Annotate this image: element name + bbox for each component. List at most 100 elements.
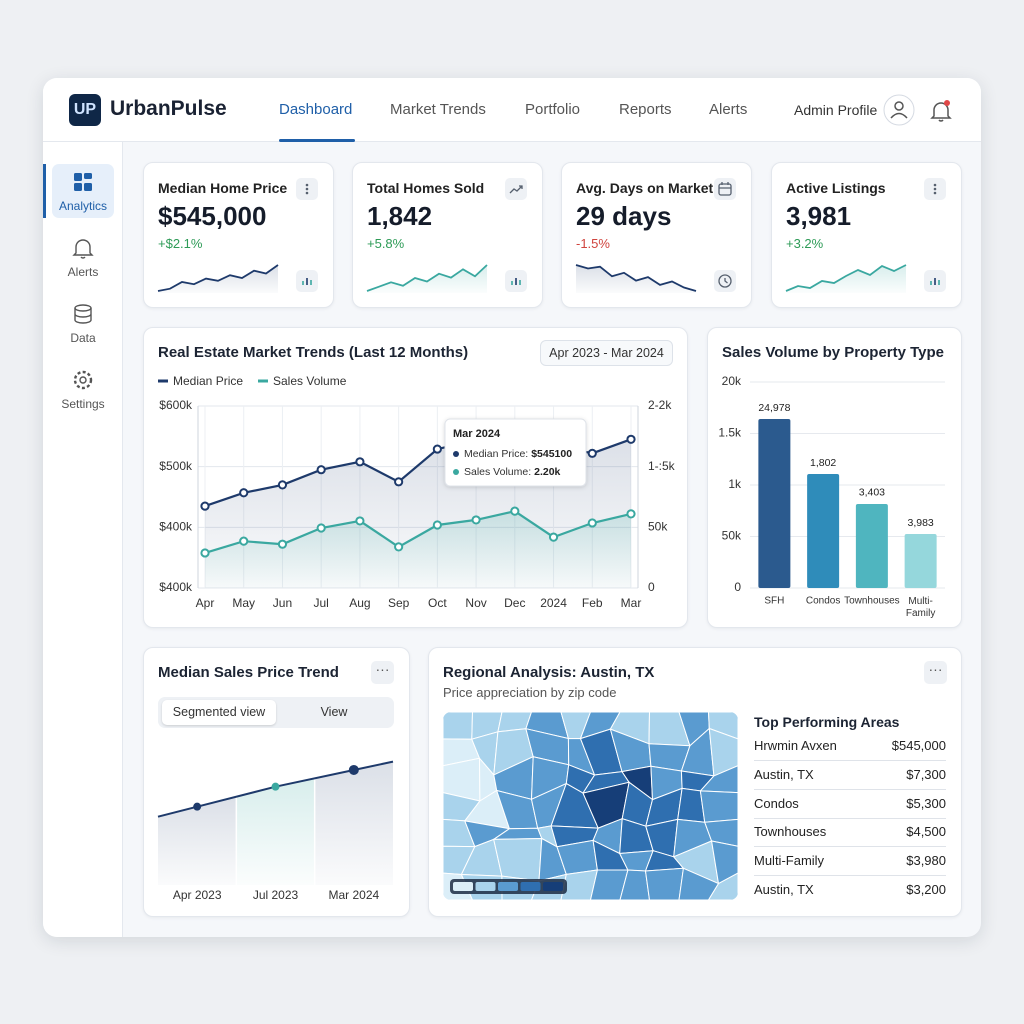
sidebar-icon	[72, 239, 94, 259]
line-extension	[157, 805, 198, 818]
y-tick-label: 1.5k	[718, 426, 742, 440]
x-tick-label: May	[232, 596, 255, 610]
menu-button[interactable]: ···	[924, 661, 947, 684]
y2-tick-label: 50k	[648, 520, 668, 534]
y-tick-label: 0	[734, 580, 741, 594]
data-point	[432, 444, 442, 454]
tooltip-title: Mar 2024	[453, 428, 501, 440]
data-point	[587, 518, 597, 528]
y-tick-label: $500k	[159, 459, 193, 473]
sidebar-label[interactable]: Settings	[61, 397, 105, 411]
table-separator	[754, 846, 946, 848]
x-tick-label: SFH	[764, 596, 784, 607]
line-extension	[353, 760, 394, 771]
map-legend-swatch	[453, 882, 473, 891]
notification-dot	[944, 100, 950, 106]
y-tick-label: $400k	[159, 580, 193, 594]
nav-item[interactable]: Dashboard	[279, 101, 353, 118]
zip-region	[644, 867, 684, 900]
map-legend-swatch	[475, 882, 496, 891]
map-legend-swatch	[520, 882, 541, 891]
kpi-title: Total Homes Sold	[367, 180, 485, 196]
zip-region	[707, 872, 738, 900]
data-point	[200, 548, 210, 558]
table-cell-name: Multi-Family	[754, 853, 825, 869]
kpi-value: 1,842	[367, 201, 433, 231]
sidebar-label[interactable]: Alerts	[67, 265, 99, 279]
data-point	[548, 532, 559, 542]
kpi-change: +$2.1%	[158, 236, 203, 251]
nav-item[interactable]: Market Trends	[390, 101, 486, 118]
bar	[758, 418, 791, 588]
tooltip-box	[444, 418, 587, 487]
y-tick-label: 50k	[722, 529, 742, 543]
table-separator	[754, 875, 946, 877]
tooltip-value: 2.20k	[534, 466, 560, 478]
icon-button	[505, 178, 527, 200]
data-point	[316, 523, 326, 533]
icon-glyph	[933, 183, 937, 187]
data-point	[277, 480, 288, 490]
sidebar-icon	[84, 183, 92, 191]
sidebar-icon	[74, 308, 92, 324]
zip-region	[589, 869, 629, 900]
sidebar-icon	[74, 304, 92, 312]
x-tick-label: Sep	[388, 596, 410, 610]
x-tick-label: Apr	[196, 596, 215, 610]
table-cell-value: $3,200	[906, 882, 946, 897]
column-shade	[236, 778, 315, 885]
y-tick-label: $400k	[159, 520, 193, 534]
trend-title: Real Estate Market Trends (Last 12 Month…	[158, 344, 469, 361]
bar	[904, 534, 937, 588]
data-point	[394, 542, 404, 552]
nav-item[interactable]: Portfolio	[525, 101, 581, 118]
y2-tick-label: 1-:5k	[648, 459, 676, 473]
table-separator	[754, 817, 946, 819]
data-point	[394, 477, 404, 487]
zip-region	[710, 840, 738, 885]
data-point	[471, 515, 481, 525]
table-cell-value: $3,980	[906, 853, 946, 869]
icon-glyph	[305, 183, 309, 187]
y2-tick-label: 2-2k	[648, 398, 672, 412]
regional-subtitle: Price appreciation by zip code	[443, 685, 617, 700]
map-legend-swatch	[498, 882, 518, 891]
bar-annotation: 3,403	[859, 487, 885, 499]
table-cell-name: Austin, TX	[754, 882, 814, 897]
y-tick-label: 1k	[728, 477, 742, 491]
icon-button	[714, 178, 736, 200]
table-cell-value: $545,000	[891, 738, 946, 753]
sidebar-label[interactable]: Data	[70, 331, 96, 345]
sidebar-accent	[43, 164, 46, 218]
sidebar-label[interactable]: Analytics	[58, 199, 108, 213]
data-point	[200, 501, 210, 511]
data-point	[587, 448, 597, 458]
table-separator	[754, 760, 946, 761]
x-tick-label: Nov	[465, 596, 486, 610]
avatar-icon	[890, 112, 908, 119]
menu-button[interactable]: ···	[371, 661, 394, 684]
sidebar-icon	[74, 183, 82, 191]
data-point	[626, 509, 636, 519]
profile-name[interactable]: Admin Profile	[794, 102, 878, 118]
icon-glyph	[933, 187, 937, 191]
x-tick-label: Apr 2023	[173, 888, 222, 902]
nav-item[interactable]: Alerts	[709, 101, 748, 118]
date-range[interactable]: Apr 2023 - Mar 2024	[540, 340, 673, 366]
sidebar	[43, 142, 123, 937]
x-tick-label: Jul 2023	[253, 888, 299, 902]
zip-region	[619, 869, 651, 900]
sidebar-active-bg	[52, 164, 114, 218]
segment-option[interactable]: View	[320, 705, 348, 719]
icon-glyph	[305, 187, 309, 191]
kpi-value: 3,981	[786, 201, 852, 231]
header-bar	[43, 78, 981, 142]
kpi-title: Median Home Price	[158, 180, 288, 196]
icon-glyph	[718, 274, 732, 288]
table-cell-name: Townhouses	[754, 824, 827, 840]
kpi-change: +5.8%	[367, 236, 405, 251]
nav-item[interactable]: Reports	[619, 101, 672, 118]
x-tick-label: Mar 2024	[328, 888, 379, 902]
segment-option[interactable]: Segmented view	[162, 700, 276, 725]
y-tick-label: 20k	[722, 374, 742, 388]
